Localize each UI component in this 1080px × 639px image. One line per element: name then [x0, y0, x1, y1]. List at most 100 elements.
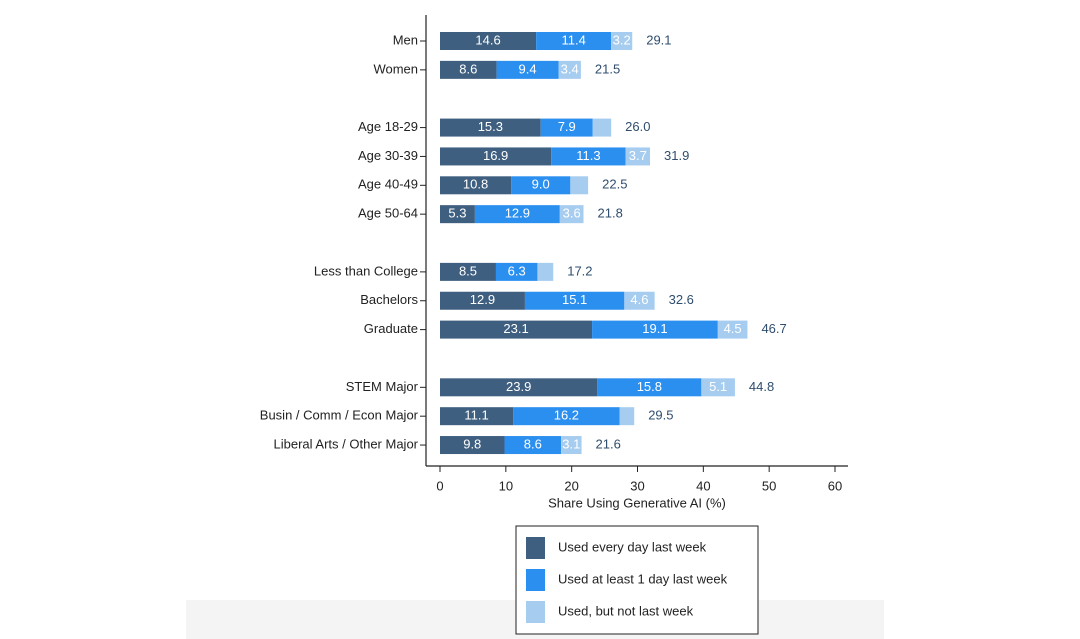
bar-segment: [597, 378, 702, 397]
segment-label: 16.2: [554, 408, 579, 423]
x-tick-label: 0: [436, 478, 443, 493]
y-tick-label: Age 40-49: [358, 177, 418, 192]
legend-label: Used at least 1 day last week: [558, 571, 728, 586]
total-label: 21.6: [596, 436, 621, 451]
bar-segment: [495, 262, 538, 281]
total-label: 29.5: [648, 408, 673, 423]
segment-label: 6.3: [508, 263, 526, 278]
bar-segment: [440, 291, 525, 310]
y-tick-label: Less than College: [314, 263, 418, 278]
bar-segment: [624, 291, 655, 310]
segment-label: 4.6: [630, 292, 648, 307]
y-tick-label: Bachelors: [360, 292, 418, 307]
bar-segment: [513, 407, 620, 426]
segment-label: 14.6: [475, 32, 500, 47]
segment-label: 15.8: [637, 379, 662, 394]
segment-label: 11.1: [464, 408, 488, 423]
segment-label: 9.0: [532, 177, 550, 192]
bar-segment: [619, 407, 635, 426]
bar-segment: [592, 320, 718, 339]
total-label: 26.0: [625, 119, 650, 134]
y-tick-label: Women: [373, 61, 418, 76]
legend-box: [515, 525, 759, 635]
bar-segment: [625, 147, 651, 166]
total-label: 22.5: [602, 177, 627, 192]
segment-label: 3.6: [563, 206, 581, 221]
segment-label: 3.4: [561, 61, 579, 76]
x-tick-label: 40: [696, 478, 710, 493]
y-tick-label: Men: [393, 32, 418, 47]
total-label: 29.1: [646, 32, 671, 47]
segment-label: 15.1: [562, 292, 587, 307]
bar-segment: [440, 118, 541, 137]
x-tick-label: 60: [828, 478, 842, 493]
bar-segment: [717, 320, 748, 339]
segment-label: 8.6: [524, 436, 542, 451]
y-tick-label: Busin / Comm / Econ Major: [260, 408, 419, 423]
bar-segment: [524, 291, 625, 310]
x-axis-label: Share Using Generative AI (%): [548, 495, 726, 510]
legend-label: Used every day last week: [558, 539, 707, 554]
x-tick-label: 20: [564, 478, 578, 493]
segment-label: 8.6: [459, 61, 477, 76]
bar-segment: [558, 60, 581, 79]
bar-segment: [440, 176, 512, 195]
segment-label: 9.8: [463, 436, 481, 451]
total-label: 17.2: [567, 263, 592, 278]
segment-label: 11.4: [561, 32, 585, 47]
segment-label: 23.9: [506, 379, 531, 394]
segment-label: 16.9: [483, 148, 508, 163]
x-tick-label: 50: [762, 478, 776, 493]
segment-label: 5.1: [709, 379, 727, 394]
bar-segment: [440, 378, 598, 397]
total-label: 32.6: [669, 292, 694, 307]
segment-label: 3.2: [613, 32, 631, 47]
y-tick-label: Age 18-29: [358, 119, 418, 134]
bar-segment: [561, 436, 582, 455]
bar-segment: [474, 205, 560, 224]
legend-label: Used, but not last week: [558, 603, 694, 618]
segment-label: 19.1: [642, 321, 667, 336]
segment-label: 5.3: [448, 206, 466, 221]
y-tick-label: Age 30-39: [358, 148, 418, 163]
bar-segment: [570, 176, 589, 195]
total-label: 21.5: [595, 61, 620, 76]
bar-segment: [536, 32, 612, 50]
bar-segment: [440, 320, 593, 339]
bar-segment: [611, 32, 633, 50]
bar-segment: [504, 436, 562, 455]
total-label: 21.8: [598, 206, 623, 221]
y-tick-label: Liberal Arts / Other Major: [274, 436, 419, 451]
y-tick-label: Age 50-64: [358, 206, 418, 221]
bar-segment: [540, 118, 593, 137]
segment-label: 10.8: [463, 177, 488, 192]
bar-segment: [440, 407, 514, 426]
segment-label: 7.9: [558, 119, 576, 134]
bar-segment: [701, 378, 735, 397]
segment-label: 4.5: [724, 321, 742, 336]
bar-segment: [440, 262, 496, 281]
bar-segment: [440, 147, 552, 166]
bar-segment: [440, 60, 497, 79]
segment-label: 11.3: [576, 148, 600, 163]
bar-segment: [496, 60, 559, 79]
segment-label: 12.9: [505, 206, 530, 221]
segment-label: 9.4: [519, 61, 537, 76]
bar-segment: [511, 176, 571, 195]
segment-label: 12.9: [470, 292, 495, 307]
total-label: 31.9: [664, 148, 689, 163]
bar-segment: [440, 205, 475, 224]
y-tick-label: Graduate: [364, 321, 418, 336]
segment-label: 15.3: [478, 119, 503, 134]
bar-segment: [440, 32, 537, 50]
legend-swatch: [526, 569, 545, 591]
bar-segment: [559, 205, 584, 224]
x-tick-label: 10: [499, 478, 513, 493]
segment-label: 3.1: [562, 436, 580, 451]
y-tick-label: STEM Major: [346, 379, 419, 394]
legend-swatch: [526, 601, 545, 623]
segment-label: 23.1: [503, 321, 528, 336]
segment-label: 8.5: [459, 263, 477, 278]
legend-swatch: [526, 537, 545, 559]
